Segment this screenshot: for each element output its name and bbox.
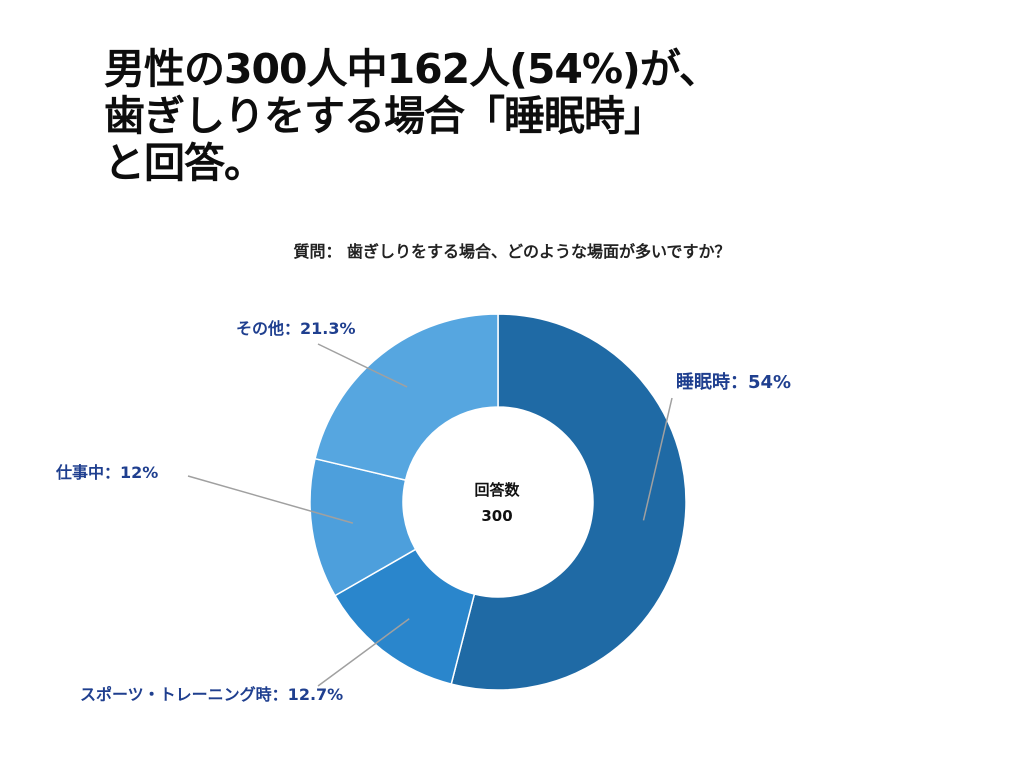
leader-line [317,343,408,388]
slice-labels-group: 睡眠時：54% スポーツ・トレーニング時：12.7% 仕事中：12% その他：21.3… [55,319,791,704]
center-label: 回答数 [474,481,520,499]
leader-line [187,475,354,524]
slice-label: 睡眠時：54% [676,372,791,393]
headline-line-1: 男性の300人中162人(54%)が、 [104,45,720,93]
headline-line-3: と回答。 [104,139,265,187]
donut-slice [314,313,499,482]
donut-slice [450,313,687,691]
leader-lines-group [187,343,673,687]
slices-group [309,313,687,691]
slice-label: スポーツ・トレーニング時：12.7% [80,685,343,704]
leader-line [317,618,410,687]
headline-line-2: 歯ぎしりをする場合「睡眠時」 [104,92,665,140]
slice-label: 仕事中：12% [55,463,158,482]
center-value: 300 [481,507,512,525]
leader-line [642,397,673,521]
headline: 男性の300人中162人(54%)が、 歯ぎしりをする場合「睡眠時」 と回答。 [104,45,720,187]
slice-label: その他：21.3% [236,319,356,338]
question-text: 質問： 歯ぎしりをする場合、どのような場面が多いですか？ [293,242,731,261]
